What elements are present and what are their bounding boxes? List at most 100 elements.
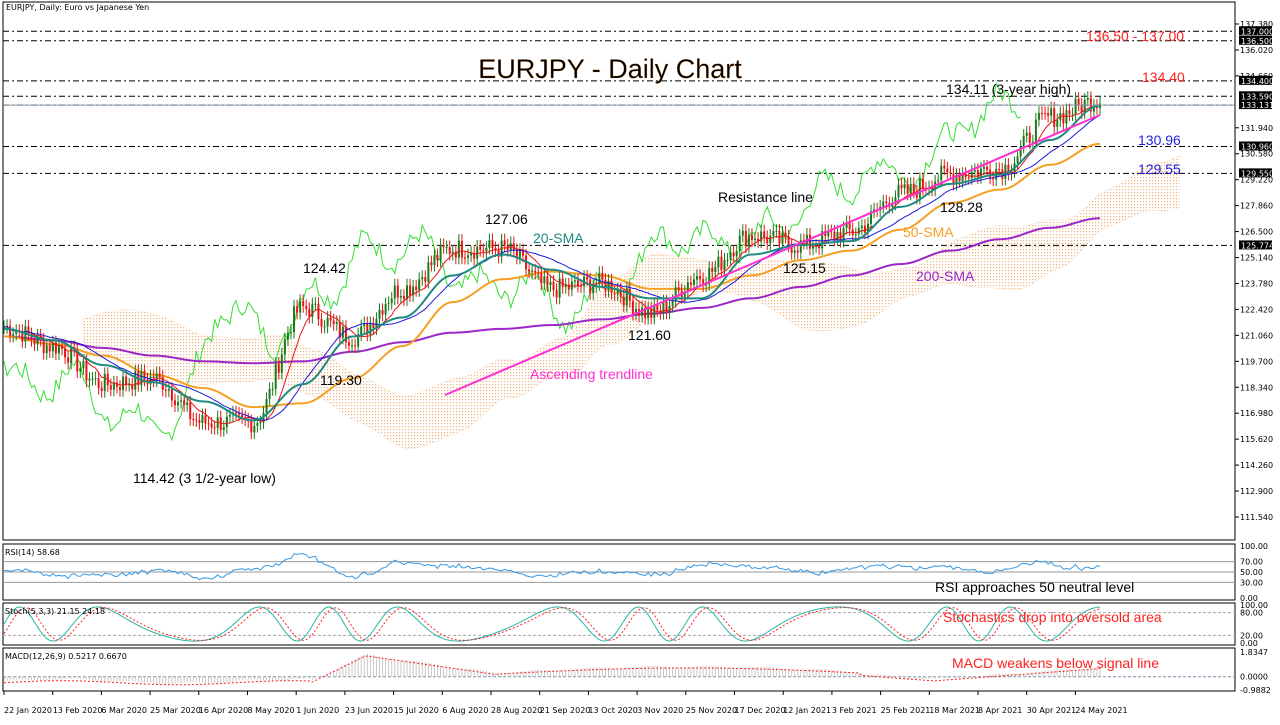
time-axis-label: 13 Feb 2020	[53, 706, 103, 715]
time-axis-label: 12 Jan 2021	[783, 706, 831, 715]
candle-body	[140, 371, 143, 386]
candle-body	[170, 389, 173, 401]
candle-body	[354, 345, 357, 347]
candle-body	[454, 251, 457, 258]
candle-body	[173, 400, 176, 406]
candle-body	[235, 412, 238, 414]
candle-body	[650, 308, 653, 318]
candle-body	[259, 422, 262, 424]
price-tag-label: 134.400	[1241, 77, 1274, 86]
candle-body	[540, 273, 543, 284]
candle-body	[335, 322, 338, 325]
candle-body	[1056, 120, 1059, 127]
candle-body	[824, 231, 827, 237]
rsi-axis-label: 30.00	[1240, 578, 1263, 587]
candle-body	[1034, 119, 1037, 142]
candle-body	[689, 282, 692, 285]
time-axis-label: 23 Jun 2020	[345, 706, 393, 715]
chart-title: EURJPY - Daily Chart	[478, 54, 742, 84]
candle-body	[100, 387, 103, 391]
candle-body	[750, 234, 753, 241]
candle-body	[573, 280, 576, 282]
candle-body	[979, 168, 982, 178]
candle-body	[378, 310, 381, 320]
candle-body	[109, 385, 112, 390]
candle-body	[409, 285, 412, 296]
candle-body	[390, 298, 393, 304]
stoch-d-line	[3, 607, 1101, 641]
candle-body	[845, 222, 848, 228]
candle-body	[491, 240, 494, 249]
macd-note: MACD weakens below signal line	[952, 655, 1159, 671]
price-axis-label: 125.140	[1240, 254, 1273, 263]
candle-body	[943, 165, 946, 169]
candle-body	[1044, 113, 1047, 115]
candle-body	[619, 289, 622, 297]
candle-body	[405, 285, 408, 300]
price-axis-label: 137.380	[1240, 20, 1273, 29]
symbol-caption: EURJPY, Daily: Euro vs Japanese Yen	[6, 3, 149, 12]
candle-body	[634, 309, 637, 314]
price-tag	[1239, 240, 1272, 250]
candle-body	[351, 345, 354, 347]
candle-body	[744, 230, 747, 247]
candle-body	[860, 225, 863, 229]
candle-body	[396, 285, 399, 298]
time-axis-label: 25 Mar 2020	[150, 706, 201, 715]
candle-body	[293, 306, 296, 332]
price-tag	[1239, 26, 1272, 36]
candle-body	[9, 325, 12, 336]
candle-body	[503, 240, 506, 246]
candle-body	[607, 280, 610, 291]
candle-body	[891, 203, 894, 207]
annotation-121: 121.60	[628, 327, 671, 343]
stoch-k-line	[3, 606, 1101, 642]
candle-body	[787, 236, 790, 246]
label-20-sma: 20-SMA	[533, 230, 584, 246]
sma-200-line	[3, 217, 1101, 365]
candle-body	[427, 262, 430, 282]
candle-body	[970, 171, 973, 179]
candle-body	[570, 281, 573, 290]
price-tag	[1239, 141, 1272, 151]
candle-body	[998, 168, 1001, 170]
candle-body	[222, 427, 225, 431]
candle-body	[70, 347, 73, 363]
candle-body	[415, 286, 418, 291]
ascending-trendline	[444, 114, 1101, 396]
candle-body	[986, 166, 989, 170]
candle-body	[436, 255, 439, 261]
candle-body	[158, 373, 161, 377]
candle-body	[818, 245, 821, 249]
candle-body	[561, 278, 564, 288]
candle-body	[747, 234, 750, 247]
candle-body	[656, 304, 659, 311]
candle-body	[772, 231, 775, 236]
candle-body	[854, 234, 857, 236]
candle-body	[384, 304, 387, 315]
candle-body	[882, 201, 885, 207]
candle-body	[82, 361, 85, 369]
candle-body	[27, 326, 30, 335]
candle-body	[372, 323, 375, 329]
chikou-span-line	[3, 81, 1021, 442]
candle-body	[238, 413, 241, 415]
candle-body	[274, 363, 277, 389]
candle-body	[470, 252, 473, 256]
price-axis-label: 115.620	[1240, 435, 1273, 444]
candle-body	[885, 201, 888, 204]
price-axis-label: 131.940	[1240, 124, 1273, 133]
candle-body	[42, 339, 45, 354]
candle-body	[387, 303, 390, 305]
candle-body	[1068, 110, 1071, 115]
price-tag	[1239, 91, 1272, 101]
candle-body	[94, 378, 97, 380]
candle-body	[537, 272, 540, 274]
candle-body	[717, 256, 720, 268]
candle-body	[122, 376, 125, 391]
candle-body	[1080, 104, 1083, 113]
candle-body	[485, 247, 488, 252]
candle-body	[699, 275, 702, 280]
candle-body	[448, 247, 451, 254]
candle-body	[534, 270, 537, 273]
